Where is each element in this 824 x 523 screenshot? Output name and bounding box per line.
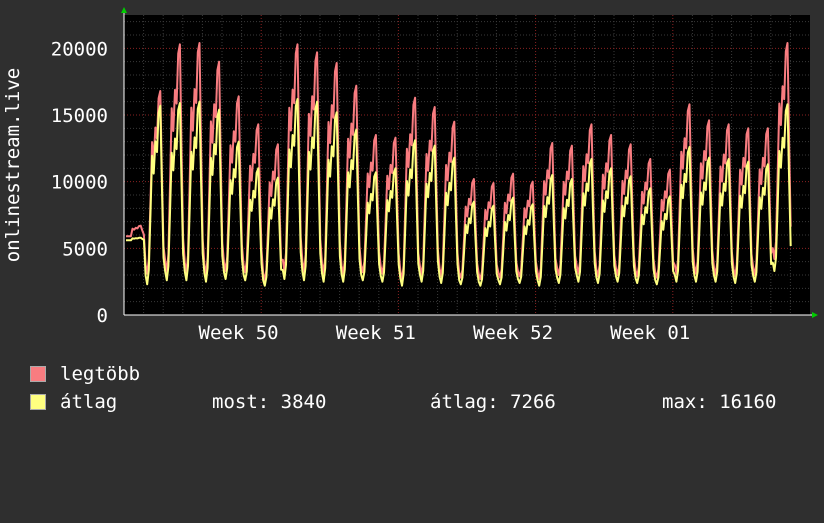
stat-max: max: 16160 bbox=[662, 391, 777, 413]
legend-swatch-avg bbox=[30, 394, 46, 410]
legend-row-max: legtöbb bbox=[30, 363, 810, 385]
x-tick-label: Week 01 bbox=[610, 322, 690, 340]
y-tick-label: 0 bbox=[97, 305, 108, 327]
x-tick-label: Week 51 bbox=[336, 322, 416, 340]
series-line-avg bbox=[126, 98, 792, 287]
x-tick-label: Week 52 bbox=[473, 322, 553, 340]
y-tick-label: 15000 bbox=[51, 105, 108, 127]
y-tick-label: 5000 bbox=[62, 238, 108, 260]
y-axis-label: onlinestream.live bbox=[2, 68, 24, 262]
series-layer bbox=[126, 42, 792, 287]
legend-row-avg: átlag most: 3840 átlag: 7266 max: 16160 bbox=[30, 391, 810, 413]
x-tick-label: Week 50 bbox=[199, 322, 279, 340]
y-axis-arrow bbox=[121, 7, 127, 13]
y-tick-label: 10000 bbox=[51, 172, 108, 194]
legend-label-max: legtöbb bbox=[60, 363, 141, 385]
stat-now: most: 3840 bbox=[212, 391, 327, 413]
x-axis-arrow bbox=[812, 312, 818, 318]
y-tick-labels: 0 5000 10000 15000 20000 bbox=[51, 38, 108, 327]
stat-average: átlag: 7266 bbox=[430, 391, 556, 413]
x-tick-labels: Week 50 Week 51 Week 52 Week 01 bbox=[199, 322, 691, 340]
y-tick-label: 20000 bbox=[51, 38, 108, 60]
legend-label-avg: átlag bbox=[60, 391, 118, 413]
legend-swatch-max bbox=[30, 366, 46, 382]
